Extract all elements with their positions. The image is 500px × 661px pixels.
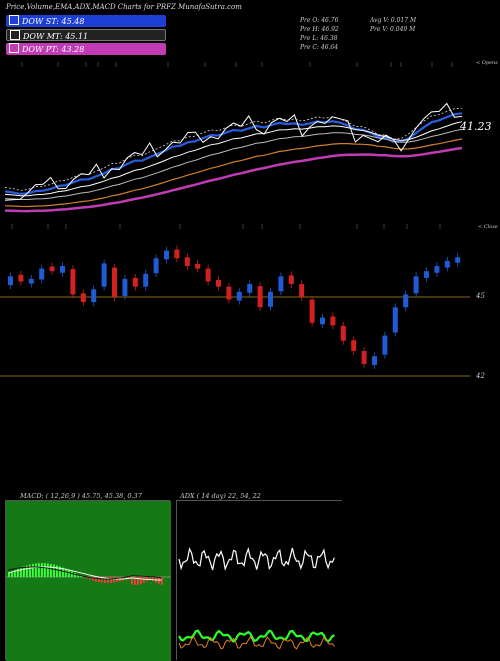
candle-body (424, 271, 429, 278)
macd-histogram-bar (74, 573, 76, 577)
macd-histogram-bar (23, 566, 25, 577)
candle-body (18, 275, 23, 282)
macd-title: MACD: ( 12,26,9 ) 45.75, 45.38, 0.37 (20, 492, 142, 500)
candle-body (70, 269, 75, 294)
date-ticks-mid (12, 224, 440, 229)
macd-histogram-bar (44, 563, 46, 577)
macd-histogram-bar (29, 565, 31, 577)
price-label-45: 45 (476, 292, 485, 300)
candle-body (372, 356, 377, 365)
candle-body (81, 293, 86, 302)
macd-plot (6, 501, 171, 661)
candle-body (133, 278, 138, 287)
adx-plot (177, 501, 343, 661)
macd-histogram-bar (41, 563, 43, 577)
macd-histogram-bar (113, 577, 115, 583)
candle-body (310, 300, 315, 323)
candle-body (414, 276, 419, 293)
macd-histogram-bar (47, 563, 49, 577)
adx-title: ADX ( 14 day) 22, 54, 22 (180, 492, 261, 500)
macd-histogram-bar (95, 577, 97, 581)
candle-body (216, 280, 221, 287)
candle-body (91, 289, 96, 302)
macd-histogram-bar (56, 565, 58, 577)
adx-panel (176, 500, 342, 660)
close-tag: < Close (478, 224, 498, 230)
candle-body (341, 326, 346, 341)
candle-body (226, 287, 231, 300)
candle-body (185, 257, 190, 266)
macd-histogram-bar (35, 563, 37, 577)
macd-histogram-bar (50, 564, 52, 577)
candle-body (102, 263, 107, 286)
candle-body (143, 274, 148, 287)
candle-body (393, 307, 398, 332)
macd-histogram-bar (110, 577, 112, 583)
macd-histogram-bar (38, 563, 40, 577)
candle-body (403, 294, 408, 307)
candle-body (112, 268, 117, 297)
candle-body (382, 336, 387, 355)
macd-histogram-bar (8, 573, 10, 577)
candle-body (434, 266, 439, 273)
macd-histogram-bar (68, 570, 70, 577)
price-label-42: 42 (476, 372, 485, 380)
candle-body (164, 251, 169, 260)
candle-body (278, 276, 283, 291)
macd-panel (5, 500, 170, 660)
candle-body (8, 276, 13, 285)
candlesticks (8, 246, 460, 369)
candle-body (445, 261, 450, 268)
macd-histogram-bar (32, 564, 34, 577)
macd-histogram-bar (71, 572, 73, 577)
candle-body (50, 267, 55, 272)
macd-histogram-bar (20, 568, 22, 577)
candle-body (258, 286, 263, 307)
candle-body (206, 269, 211, 282)
candle-body (29, 279, 34, 284)
macd-histogram-bar (143, 577, 145, 583)
macd-histogram-bar (65, 569, 67, 577)
macd-histogram-bar (140, 577, 142, 584)
candle-body (247, 284, 252, 293)
last-price-label: 41.23 (460, 120, 492, 133)
close-price-line (5, 104, 462, 201)
candle-body (268, 292, 273, 307)
candle-body (174, 250, 179, 259)
date-ticks-top (22, 62, 452, 67)
candle-body (299, 284, 304, 297)
ema-line-0 (5, 113, 462, 194)
candle-body (237, 292, 242, 301)
candle-body (320, 318, 325, 325)
candle-body (330, 317, 335, 326)
candle-body (154, 258, 159, 273)
candle-body (60, 266, 65, 273)
candle-body (455, 257, 460, 262)
candle-body (122, 279, 127, 296)
macd-histogram-bar (53, 565, 55, 577)
candle-body (351, 340, 356, 351)
ema-line-1 (5, 122, 462, 196)
ema-fast-dashed (5, 108, 462, 190)
macd-histogram-bar (149, 577, 151, 579)
candle-body (195, 264, 200, 269)
candle-body (362, 351, 367, 364)
candle-body (289, 275, 294, 284)
macd-histogram-bar (107, 577, 109, 583)
price-line (5, 104, 462, 201)
macd-histogram-bar (98, 577, 100, 582)
opens-tag: < Opens (476, 60, 498, 66)
ema-lines (5, 108, 462, 211)
macd-histogram-bar (116, 577, 118, 582)
macd-histogram-bar (161, 577, 163, 585)
candle-body (39, 269, 44, 280)
